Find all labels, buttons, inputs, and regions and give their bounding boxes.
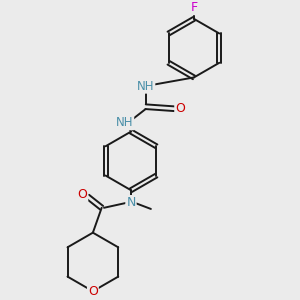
Text: O: O (175, 102, 185, 115)
Text: O: O (77, 188, 87, 201)
Text: NH: NH (137, 80, 154, 93)
Text: O: O (88, 285, 98, 298)
Text: N: N (126, 196, 136, 209)
Text: NH: NH (116, 116, 133, 129)
Text: F: F (190, 1, 197, 14)
